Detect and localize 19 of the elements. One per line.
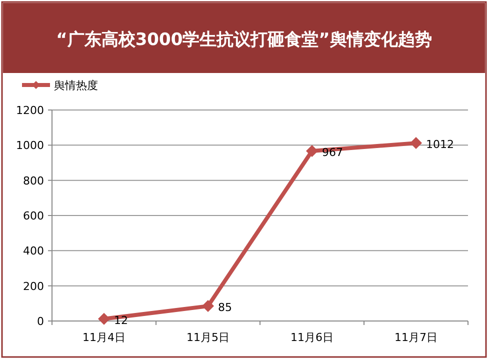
x-tick-label: 11月5日 [186,331,230,344]
y-tick-label: 800 [23,174,44,188]
x-tick-label: 11月7日 [394,331,438,344]
y-tick-label: 0 [37,315,44,328]
point [202,300,214,312]
point [306,144,318,157]
legend-label: 舆情热度 [54,79,98,92]
y-tick-label: 400 [23,244,44,258]
data-label: 1012 [426,138,454,152]
point [98,312,110,325]
x-tick-label: 11月6日 [290,331,334,344]
chart-title: “广东高校3000学生抗议打砸食堂”舆情变化趋势 [56,30,432,50]
y-tick-label: 600 [23,210,44,222]
data-label: 85 [218,301,232,314]
x-tick-label: 11月4日 [82,331,126,344]
point [410,137,422,150]
y-tick-label: 1000 [16,139,44,152]
y-tick-label: 1200 [16,104,44,117]
y-tick-label: 200 [23,280,44,293]
